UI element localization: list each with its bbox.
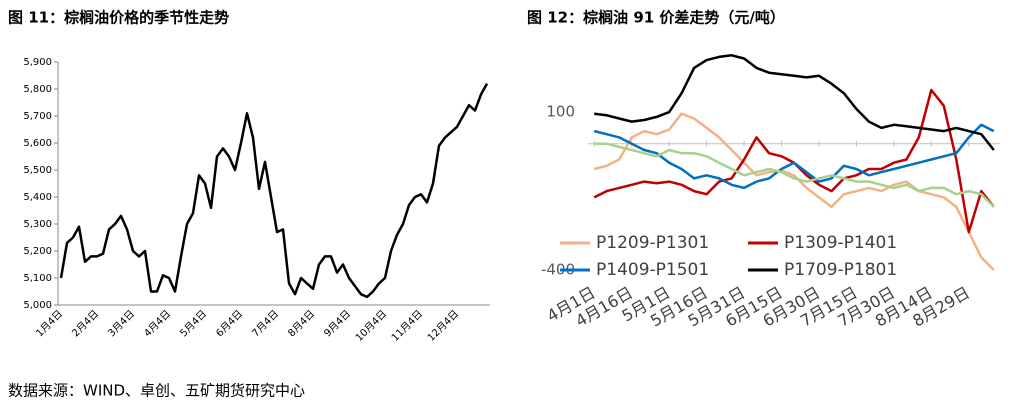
x-tick-label: 5月4日: [178, 308, 210, 340]
legend-label: P1309-P1401: [784, 233, 897, 253]
y-tick-label: 5,600: [23, 138, 52, 149]
x-tick-label: 2月4日: [70, 308, 102, 340]
y-tick-label: -400: [541, 261, 575, 279]
x-tick-label: 8月4日: [286, 308, 318, 340]
y-tick-label: 5,500: [23, 165, 52, 176]
x-tick-label: 11月4日: [389, 308, 425, 344]
x-tick-label: 9月4日: [322, 308, 354, 340]
y-tick-label: 5,700: [23, 111, 52, 122]
source-note: 数据来源：WIND、卓创、五矿期货研究中心: [8, 382, 305, 400]
y-tick-label: 5,900: [23, 57, 52, 68]
y-tick-label: 100: [546, 103, 575, 121]
y-tick-label: 5,400: [23, 192, 52, 203]
series-line: [59, 82, 489, 299]
y-tick-label: 5,200: [23, 246, 52, 257]
x-tick-label: 7月4日: [250, 308, 282, 340]
y-tick-label: 5,800: [23, 84, 52, 95]
x-tick-label: 10月4日: [353, 308, 389, 344]
x-tick-label: 4月4日: [142, 308, 174, 340]
chart-title: 图 12：棕榈油 91 价差走势（元/吨）: [527, 9, 785, 27]
chart-title: 图 11：棕榈油价格的季节性走势: [8, 9, 229, 27]
x-tick-label: 1月4日: [34, 308, 66, 340]
y-tick-label: 5,300: [23, 219, 52, 230]
x-tick-label: 3月4日: [106, 308, 138, 340]
series-line: [594, 54, 995, 151]
legend-label: P1409-P1501: [596, 260, 709, 280]
series-line: [594, 142, 995, 208]
x-tick-label: 6月4日: [214, 308, 246, 340]
legend-label: P1209-P1301: [596, 233, 709, 253]
series-line: [593, 123, 995, 190]
legend-label: P1709-P1801: [784, 260, 897, 280]
series-line: [593, 112, 995, 271]
y-tick-label: 5,100: [23, 273, 52, 284]
y-tick-label: 5,000: [23, 300, 52, 311]
x-tick-label: 12月4日: [425, 308, 461, 344]
series-line: [593, 88, 995, 234]
